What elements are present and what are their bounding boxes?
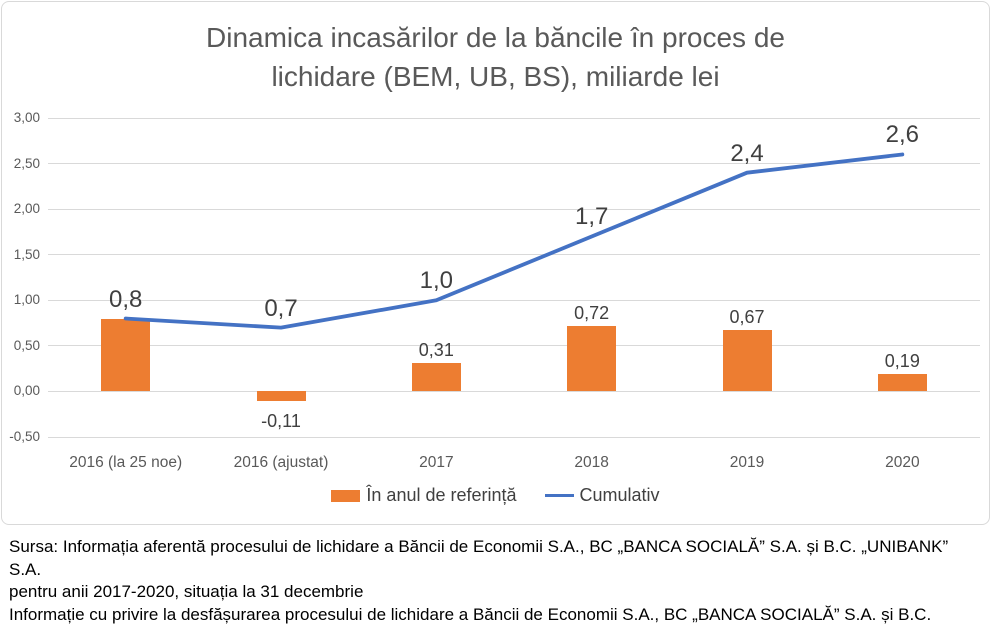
gridline xyxy=(48,254,980,256)
x-axis-label: 2020 xyxy=(885,454,920,471)
y-axis-tick-label: 2,50 xyxy=(13,155,40,171)
bar xyxy=(411,363,461,392)
bar-data-label: 0,72 xyxy=(574,302,610,323)
y-axis-tick-label: 3,00 xyxy=(13,110,40,125)
source-line-2: pentru anii 2017-2020, situația la 31 de… xyxy=(9,582,364,601)
gridline xyxy=(48,436,980,438)
legend-item-bar-series: În anul de referință xyxy=(331,485,517,506)
legend-line-label: Cumulativ xyxy=(579,485,660,505)
chart-legend: În anul de referință Cumulativ xyxy=(2,485,989,506)
line-data-label: 0,8 xyxy=(108,285,143,313)
gridline xyxy=(48,208,980,210)
line-data-label: 2,4 xyxy=(730,139,764,167)
legend-item-line-series: Cumulativ xyxy=(544,485,660,506)
plot-area: 3,00 2,50 2,00 1,50 1,00 0,50 0,00 -0,50 -0,11 0,… xyxy=(9,110,980,471)
x-axis-label: 2018 xyxy=(574,454,609,471)
chart-title: Dinamica incasărilor de la băncile în pr… xyxy=(2,18,989,96)
cumulative-line xyxy=(123,152,905,330)
y-axis-tick-label: -0,50 xyxy=(9,429,40,444)
y-axis-tick-label: 1,50 xyxy=(13,246,40,262)
cumulative-line-path xyxy=(123,152,905,330)
gridline xyxy=(48,163,980,165)
bar xyxy=(101,318,151,392)
y-axis-tick-label: 1,00 xyxy=(13,292,40,308)
line-data-label: 1,0 xyxy=(419,267,454,295)
bar xyxy=(722,330,772,392)
chart-frame: Dinamica incasărilor de la băncile în pr… xyxy=(1,1,990,525)
y-axis-tick-label: 0,00 xyxy=(13,383,40,399)
line-series-swatch-icon xyxy=(544,493,574,498)
bar-data-label: -0,11 xyxy=(261,411,301,432)
source-note: Sursa: Informația aferentă procesului de… xyxy=(9,536,984,625)
y-axis-tick-label: 0,50 xyxy=(13,337,40,353)
bar xyxy=(256,391,306,402)
line-data-label: 1,7 xyxy=(574,203,609,231)
chart-title-line-2: lichidare (BEM, UB, BS), miliarde lei xyxy=(271,61,720,92)
legend-bar-label: În anul de referință xyxy=(366,485,517,505)
line-data-label: 0,7 xyxy=(264,294,298,322)
x-axis-label: 2016 (ajustat) xyxy=(233,454,329,471)
bar-data-label: 0,19 xyxy=(884,351,920,372)
bar xyxy=(877,374,927,392)
bar-data-label: 0,67 xyxy=(729,307,765,328)
bar-series-swatch-icon xyxy=(331,489,361,502)
gridline xyxy=(48,345,980,347)
gridline xyxy=(48,390,980,392)
bar xyxy=(567,325,617,392)
gridline xyxy=(48,299,980,301)
bar-data-label: 0,31 xyxy=(418,340,454,361)
source-line-3: Informație cu privire la desfășurarea pr… xyxy=(9,604,932,624)
x-axis-label: 2017 xyxy=(419,454,454,471)
gridline xyxy=(48,117,980,119)
source-line-1: Sursa: Informația aferentă procesului de… xyxy=(9,537,949,579)
x-axis-label: 2016 (la 25 noe) xyxy=(69,454,183,471)
chart-title-line-1: Dinamica incasărilor de la băncile în pr… xyxy=(206,22,785,53)
x-axis-label: 2019 xyxy=(729,454,765,471)
line-data-label: 2,6 xyxy=(885,121,920,149)
y-axis-tick-label: 2,00 xyxy=(13,201,40,217)
